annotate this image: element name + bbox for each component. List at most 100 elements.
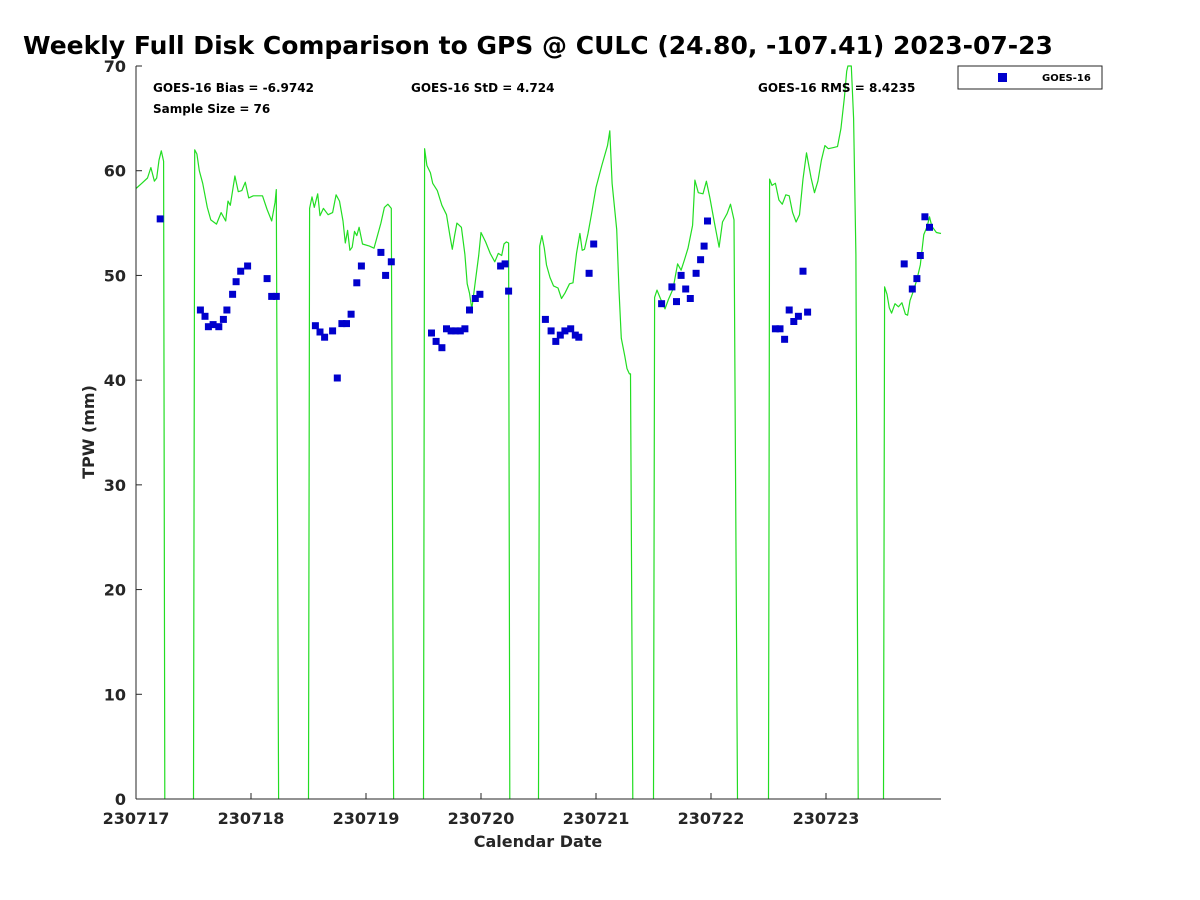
- goes-point-36: [466, 306, 473, 314]
- goes-point-25: [377, 248, 385, 256]
- goes-series: [156, 213, 933, 382]
- y-tick-label-30: 30: [104, 476, 126, 495]
- goes-point-66: [790, 318, 798, 325]
- goes-point-62: [771, 325, 779, 333]
- goes-point-24: [357, 262, 365, 270]
- std-annotation: GOES-16 StD = 4.724: [411, 81, 554, 95]
- x-tick-label-230717: 230717: [103, 809, 170, 828]
- y-tick-label-70: 70: [104, 57, 126, 76]
- goes-point-26: [382, 271, 390, 279]
- gps-line-segment-6: [767, 65, 859, 800]
- goes-point-34: [456, 327, 464, 335]
- goes-point-29: [432, 337, 440, 345]
- rms-annotation: GOES-16 RMS = 8.4235: [758, 81, 915, 95]
- y-tick-label-60: 60: [104, 162, 126, 181]
- goes-point-37: [471, 295, 479, 302]
- goes-point-64: [781, 335, 789, 343]
- goes-point-57: [686, 295, 694, 302]
- goes-point-51: [590, 240, 598, 248]
- goes-point-8: [229, 290, 237, 298]
- goes-point-73: [916, 252, 924, 259]
- goes-point-53: [668, 283, 676, 291]
- goes-point-75: [926, 223, 933, 231]
- legend-label-goes16: GOES-16: [1042, 73, 1091, 84]
- goes-point-58: [692, 269, 700, 277]
- goes-point-14: [272, 292, 280, 300]
- goes-point-55: [677, 271, 685, 279]
- gps-line-segment-0: [135, 150, 166, 800]
- goes-point-71: [908, 285, 916, 293]
- goes-point-46: [561, 327, 569, 335]
- goes-point-32: [447, 327, 455, 335]
- goes-point-33: [452, 327, 460, 335]
- chart-title: Weekly Full Disk Comparison to GPS @ CUL…: [23, 31, 1053, 60]
- goes-point-7: [223, 306, 231, 314]
- gps-line-segment-4: [537, 130, 634, 800]
- goes-point-59: [697, 256, 705, 264]
- goes-point-28: [428, 329, 435, 337]
- goes-point-1: [196, 306, 204, 314]
- y-tick-label-10: 10: [104, 685, 126, 704]
- x-axis-label: Calendar Date: [474, 832, 603, 851]
- goes-point-11: [244, 262, 252, 270]
- goes-point-30: [438, 344, 446, 352]
- goes-point-40: [501, 260, 509, 268]
- y-tick-label-50: 50: [104, 266, 126, 285]
- y-tick-label-20: 20: [104, 581, 126, 600]
- goes-point-52: [658, 300, 666, 308]
- goes-point-39: [497, 262, 505, 270]
- goes-point-5: [215, 323, 223, 331]
- goes-point-74: [921, 213, 929, 221]
- goes-point-70: [900, 260, 908, 268]
- goes-point-63: [776, 325, 784, 333]
- x-tick-label-230722: 230722: [678, 809, 745, 828]
- goes-point-47: [567, 325, 575, 333]
- goes-point-31: [443, 325, 450, 333]
- x-tick-label-230723: 230723: [793, 809, 860, 828]
- gps-line-segment-7: [882, 216, 942, 800]
- goes-point-68: [799, 267, 807, 275]
- legend: GOES-16: [957, 65, 1103, 90]
- goes-point-10: [237, 267, 245, 275]
- bias-annotation: GOES-16 Bias = -6.9742: [153, 81, 314, 95]
- y-tick-label-0: 0: [115, 790, 126, 809]
- goes-point-20: [338, 320, 346, 328]
- goes-point-12: [263, 275, 271, 283]
- sample-size-annotation: Sample Size = 76: [153, 102, 270, 116]
- gps-line-segment-1: [192, 149, 280, 800]
- gps-line-segment-2: [307, 193, 395, 800]
- goes-point-23: [353, 279, 361, 287]
- goes-point-2: [201, 312, 209, 320]
- goes-point-72: [913, 275, 921, 283]
- goes-point-15: [311, 322, 319, 330]
- goes-point-49: [575, 333, 583, 341]
- x-tick-label-230720: 230720: [448, 809, 515, 828]
- goes-point-16: [316, 328, 324, 336]
- y-tick-label-40: 40: [104, 371, 126, 390]
- goes-point-17: [321, 333, 329, 341]
- x-ticks: 230717 230718 230719 230720 230721 230722 2307…: [103, 793, 860, 828]
- stats-annotations: GOES-16 Bias = -6.9742 GOES-16 StD = 4.7…: [153, 81, 915, 116]
- goes-point-69: [804, 308, 812, 316]
- goes-point-27: [387, 258, 395, 266]
- x-tick-label-230721: 230721: [563, 809, 630, 828]
- goes-point-13: [268, 292, 276, 300]
- legend-marker-goes16: [998, 73, 1007, 82]
- goes-point-65: [785, 306, 793, 314]
- goes-point-9: [232, 278, 240, 286]
- goes-point-0: [156, 215, 164, 223]
- x-tick-label-230718: 230718: [218, 809, 285, 828]
- goes-point-45: [556, 331, 564, 339]
- goes-point-60: [700, 242, 708, 250]
- goes-point-43: [547, 327, 555, 335]
- goes-point-22: [347, 310, 355, 318]
- goes-point-56: [682, 285, 690, 293]
- goes-point-50: [585, 269, 593, 277]
- x-tick-label-230719: 230719: [333, 809, 400, 828]
- goes-point-21: [343, 320, 350, 328]
- goes-point-44: [552, 337, 560, 345]
- goes-point-38: [476, 290, 484, 298]
- gps-line-segment-3: [422, 148, 511, 800]
